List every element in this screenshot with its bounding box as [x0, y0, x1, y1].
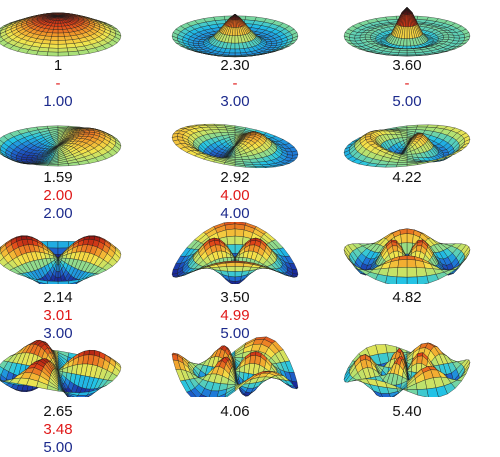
mode-surface-plot	[160, 222, 310, 284]
first-value: 5.40	[332, 403, 482, 421]
mode-cell: 4.82	[332, 222, 482, 335]
first-value: 3.60	[332, 57, 482, 75]
first-value: 2.92	[160, 169, 310, 187]
second-value: 3.01	[0, 307, 133, 325]
third-value: 1.00	[0, 93, 133, 111]
third-value: 5.00	[332, 93, 482, 111]
third-value: 5.00	[0, 439, 133, 457]
first-value: 1	[0, 57, 133, 75]
mode-surface-plot	[0, 222, 133, 284]
first-value: 2.14	[0, 289, 133, 307]
mode-cell: 2.30-3.00	[160, 0, 310, 110]
first-value: 3.50	[160, 289, 310, 307]
surface-mesh	[344, 125, 470, 167]
mode-surface-plot	[160, 335, 310, 397]
surface-mesh	[172, 222, 298, 284]
surface-mesh	[344, 229, 470, 284]
mode-surface-plot	[160, 0, 310, 62]
mode-surface-plot	[160, 110, 310, 172]
surface-mesh	[344, 7, 470, 56]
mode-cell: 1-1.00	[0, 0, 133, 110]
third-value: 2.00	[0, 205, 133, 223]
third-value: 4.00	[160, 205, 310, 223]
second-value: -	[332, 75, 482, 93]
second-value: 4.00	[160, 187, 310, 205]
mode-surface-plot	[0, 0, 133, 62]
mode-cell: 5.40	[332, 335, 482, 448]
first-value: 1.59	[0, 169, 133, 187]
first-value: 4.22	[332, 169, 482, 187]
mode-cell: 4.22	[332, 110, 482, 222]
mode-surface-plot	[332, 110, 482, 172]
first-value: 2.65	[0, 403, 133, 421]
mode-cell: 3.60-5.00	[332, 0, 482, 110]
second-value: 4.99	[160, 307, 310, 325]
surface-mesh	[172, 14, 298, 57]
mode-cell: 4.06	[160, 335, 310, 448]
mode-surface-plot	[0, 335, 133, 397]
surface-mesh	[172, 124, 298, 168]
mode-surface-plot	[0, 110, 133, 172]
third-value: 3.00	[160, 93, 310, 111]
first-value: 4.06	[160, 403, 310, 421]
surface-mesh	[0, 236, 121, 284]
surface-mesh	[0, 340, 121, 397]
surface-mesh	[0, 13, 121, 56]
mode-surface-plot	[332, 222, 482, 284]
first-value: 4.82	[332, 289, 482, 307]
second-value: 2.00	[0, 187, 133, 205]
surface-mesh	[0, 126, 121, 166]
surface-mesh	[172, 337, 298, 397]
second-value: -	[0, 75, 133, 93]
surface-mesh	[344, 343, 470, 397]
second-value: -	[160, 75, 310, 93]
mode-surface-plot	[332, 335, 482, 397]
first-value: 2.30	[160, 57, 310, 75]
second-value: 3.48	[0, 421, 133, 439]
mode-surface-plot	[332, 0, 482, 62]
